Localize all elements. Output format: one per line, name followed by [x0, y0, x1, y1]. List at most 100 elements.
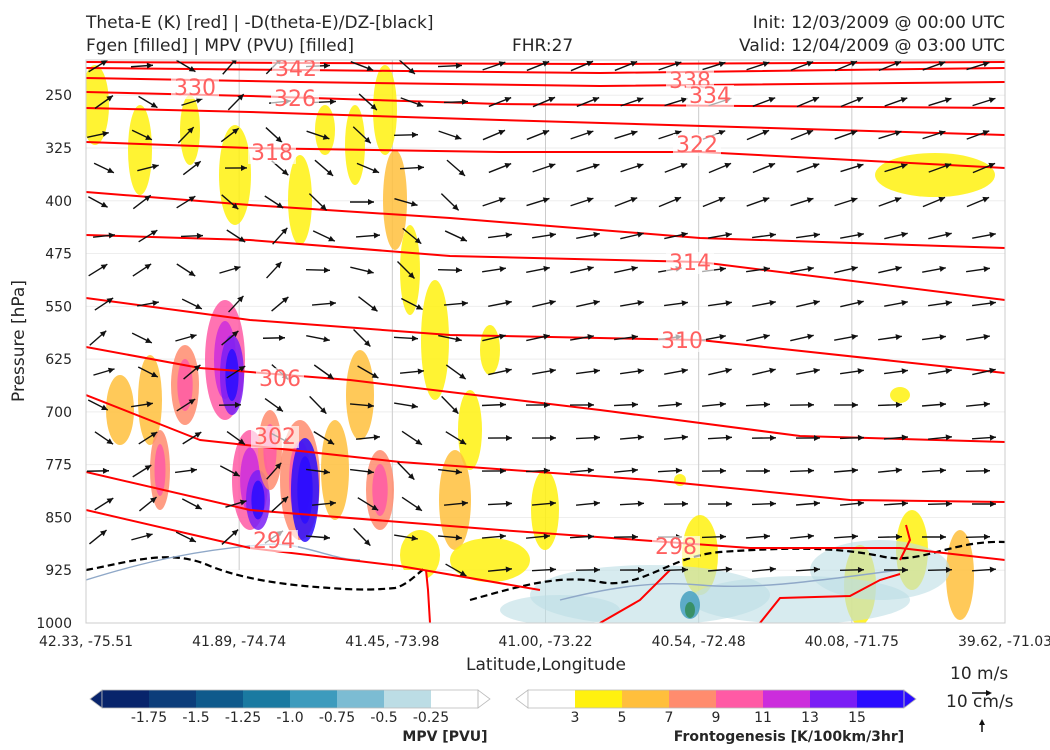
wind-vector — [306, 334, 330, 343]
colorbar-extend-low — [89, 689, 103, 709]
wind-vector — [443, 300, 469, 307]
wind-vector — [264, 195, 284, 209]
wind-vectors — [86, 60, 997, 577]
wind-vector — [840, 231, 864, 239]
theta-e-label-bg — [686, 85, 734, 107]
wind-vector — [658, 196, 682, 208]
fgen-shading — [106, 375, 134, 445]
wind-vector — [921, 401, 947, 408]
wind-vector — [884, 231, 908, 240]
wind-vector — [790, 129, 814, 141]
wind-vector — [532, 96, 556, 108]
wind-vector — [834, 130, 858, 140]
wind-vector — [570, 265, 594, 274]
wind-vector — [481, 401, 507, 408]
wind-vector — [883, 500, 909, 507]
wind-vector — [394, 197, 418, 207]
y-tick-label: 475 — [45, 247, 72, 263]
wind-vector — [94, 297, 114, 311]
wind-vector — [181, 498, 203, 510]
wind-vector — [663, 434, 689, 441]
theta-e-contour-306 — [86, 346, 1005, 443]
wind-vector — [401, 430, 423, 446]
colorbar-swatch — [431, 690, 479, 708]
wind-vector — [265, 127, 283, 143]
wind-vector — [89, 529, 107, 545]
wind-vector — [183, 364, 201, 380]
wind-vector — [482, 333, 506, 342]
wind-vector — [922, 130, 946, 140]
wind-vector — [532, 299, 556, 308]
wind-vector — [131, 332, 153, 344]
theta-e-label-306: 306 — [259, 367, 301, 392]
colorbar-extend-high — [903, 689, 917, 709]
wind-vector — [526, 197, 550, 207]
wind-vector — [139, 496, 157, 512]
wind-vector — [746, 197, 770, 207]
wind-vector — [922, 334, 946, 341]
theta-e-label-bg — [658, 330, 706, 352]
wind-vector — [271, 496, 289, 512]
wind-vector — [790, 265, 814, 273]
wind-vector — [219, 465, 241, 477]
wind-vector — [884, 97, 908, 107]
theta-e-label-334: 334 — [689, 84, 731, 109]
wind-vector — [878, 197, 902, 207]
wind-vector — [884, 299, 908, 307]
wind-vector — [358, 296, 378, 312]
wind-vector — [488, 232, 512, 239]
wind-vector — [795, 434, 821, 441]
wind-vector — [745, 401, 771, 408]
wind-vector — [176, 60, 196, 73]
theta-e-label-326: 326 — [274, 87, 316, 112]
wind-vector — [708, 162, 732, 174]
wind-vector — [614, 130, 638, 140]
x-axis-title: Latitude,Longitude — [466, 655, 626, 675]
wind-vector — [745, 467, 771, 474]
fgen-shading — [946, 530, 974, 620]
colorbar-swatch — [384, 690, 432, 708]
wind-vector — [481, 533, 507, 540]
theta-e-label-318: 318 — [251, 141, 293, 166]
colorbar-swatch — [575, 690, 623, 708]
theta-e-contour-322 — [86, 141, 1005, 169]
valid-time: Valid: 12/04/2009 @ 03:00 UTC — [739, 36, 1005, 56]
wind-vector — [708, 300, 732, 307]
colorbar-swatch — [763, 690, 811, 708]
wind-vector — [613, 401, 639, 408]
title-line-2: Fgen [filled] | MPV (PVU) [filled] — [86, 36, 355, 56]
wind-vector — [619, 566, 645, 573]
x-tick-label: 39.62, -71.03 — [958, 634, 1050, 650]
theta-e-label-342: 342 — [275, 57, 317, 82]
wind-vector — [401, 297, 423, 311]
wind-vector — [350, 266, 374, 275]
wind-vector — [226, 229, 246, 243]
wind-vector — [224, 164, 248, 171]
wind-vector — [396, 261, 416, 279]
wind-vector — [921, 534, 947, 540]
theta-e-label-bg — [652, 536, 700, 558]
wind-vector — [137, 163, 159, 172]
wind-vector — [221, 529, 239, 545]
colorbar-tick-label: -1.25 — [225, 710, 261, 726]
wind-vector — [487, 500, 513, 507]
wind-vector — [131, 129, 153, 141]
wind-vector — [745, 533, 771, 540]
wind-vector — [393, 335, 419, 342]
wind-vector — [878, 130, 902, 140]
fgen-shading — [421, 280, 449, 400]
wind-vector — [752, 162, 776, 174]
wind-vector — [966, 334, 990, 341]
wind-vector — [878, 60, 902, 72]
mpv-shading-core — [685, 602, 695, 618]
wind-vector — [752, 367, 776, 376]
colorbar-tick-label: -0.5 — [370, 710, 397, 726]
wind-vector — [928, 300, 952, 307]
colorbar-extend-low — [515, 689, 529, 709]
wind-vector — [569, 533, 595, 540]
reference-vector-vertical-label: 10 cm/s — [946, 692, 1014, 712]
theta-e-contour-terrain — [599, 569, 671, 623]
wind-vector — [176, 195, 196, 209]
wind-vector — [834, 333, 858, 341]
fgen-shading — [128, 105, 152, 195]
